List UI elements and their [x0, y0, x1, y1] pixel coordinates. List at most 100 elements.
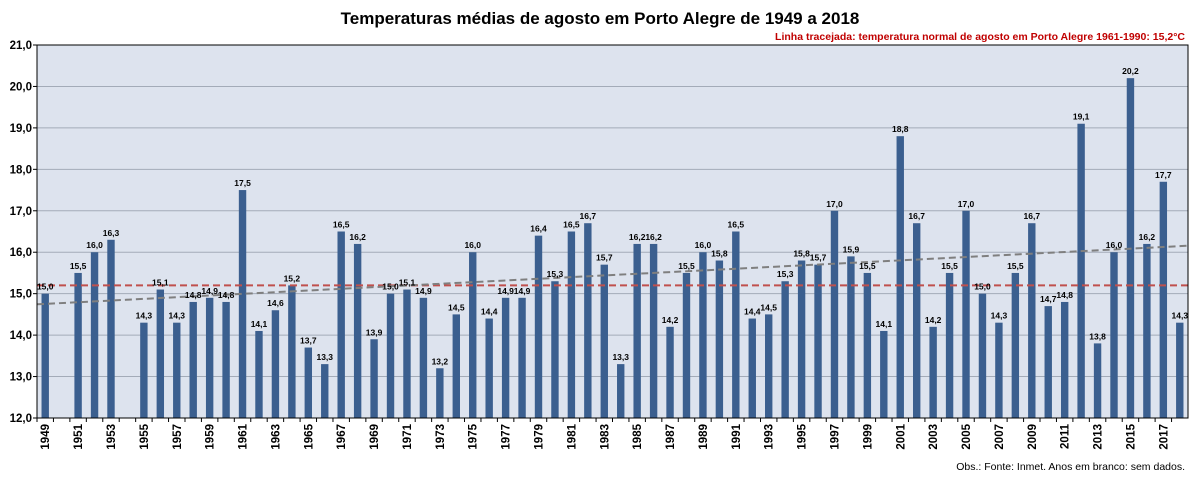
data-label-2016: 16,2	[1139, 232, 1156, 242]
bar-1956	[156, 289, 165, 418]
data-label-1979: 16,4	[530, 224, 547, 234]
bar-1997	[830, 210, 839, 418]
x-tick-label: 2017	[1158, 424, 1170, 450]
data-label-1997: 17,0	[826, 199, 843, 209]
bar-1957	[173, 322, 181, 418]
bar-1964	[288, 285, 296, 418]
data-label-2008: 15,5	[1007, 261, 1024, 271]
x-tick-label: 1961	[238, 423, 250, 449]
bar-1994	[781, 281, 789, 418]
y-tick-label: 17,0	[10, 206, 32, 218]
bar-1982	[584, 223, 592, 418]
data-label-1982: 16,7	[580, 211, 597, 221]
data-label-1988: 15,5	[678, 261, 695, 271]
data-label-1980: 15,3	[547, 269, 564, 279]
source-note: Obs.: Fonte: Inmet. Anos em branco: sem …	[956, 461, 1185, 473]
bar-2017	[1159, 181, 1168, 418]
bar-2005	[962, 210, 970, 418]
data-label-2001: 18,8	[892, 124, 909, 134]
data-label-1952: 16,0	[86, 240, 103, 250]
data-label-1999: 15,5	[859, 261, 876, 271]
bar-2006	[978, 293, 987, 418]
y-tick-label: 20,0	[10, 81, 32, 93]
x-tick-label: 1949	[40, 424, 52, 450]
bar-2007	[995, 322, 1003, 418]
bar-2009	[1028, 223, 1036, 418]
data-label-2009: 16,7	[1024, 211, 1041, 221]
data-label-1955: 14,3	[136, 311, 153, 321]
data-label-1964: 15,2	[284, 273, 301, 283]
x-tick-label: 1959	[205, 424, 217, 450]
data-label-1996: 15,7	[810, 253, 827, 263]
y-tick-label: 19,0	[10, 123, 32, 135]
y-tick-label: 21,0	[10, 40, 32, 52]
data-label-2012: 19,1	[1073, 112, 1090, 122]
bar-2000	[880, 330, 888, 418]
x-tick-label: 1957	[172, 424, 184, 450]
bar-1969	[370, 339, 378, 418]
x-tick-label: 2005	[961, 423, 973, 449]
bar-1996	[814, 264, 822, 418]
bar-1988	[682, 272, 691, 418]
x-tick-label: 1983	[599, 424, 611, 450]
y-tick-label: 12,0	[10, 413, 32, 425]
y-tick-label: 13,0	[10, 372, 32, 384]
bar-1967	[337, 231, 345, 418]
data-label-2004: 15,5	[941, 261, 958, 271]
bar-1979	[534, 235, 543, 418]
bar-1986	[649, 243, 658, 418]
x-tick-label: 1993	[764, 424, 776, 450]
x-tick-label: 2015	[1125, 423, 1137, 449]
x-tick-label: 2013	[1093, 424, 1105, 450]
data-label-2017: 17,7	[1155, 170, 1172, 180]
trend-line	[36, 244, 1189, 306]
data-label-1995: 15,8	[793, 249, 810, 259]
bar-1985	[633, 243, 641, 418]
bar-1952	[90, 252, 99, 418]
data-label-1973: 13,2	[432, 356, 449, 366]
data-label-1957: 14,3	[168, 311, 185, 321]
bar-2004	[945, 272, 954, 418]
bar-2002	[912, 223, 921, 418]
x-tick-label: 1951	[73, 423, 85, 449]
bar-2001	[896, 136, 904, 418]
data-label-1965: 13,7	[300, 336, 317, 346]
y-tick-label: 15,0	[10, 289, 32, 301]
bar-1992	[748, 318, 756, 418]
data-label-2010: 14,7	[1040, 294, 1057, 304]
data-label-2006: 15,0	[974, 282, 991, 292]
x-tick-label: 1963	[270, 424, 282, 450]
bar-1980	[551, 281, 559, 418]
x-tick-label: 1973	[435, 424, 447, 450]
bar-2008	[1011, 272, 1020, 418]
bar-1966	[321, 364, 329, 418]
data-label-1981: 16,5	[563, 220, 580, 230]
bar-1978	[518, 297, 526, 418]
y-tick-label: 18,0	[10, 164, 32, 176]
data-label-1956: 15,1	[152, 278, 169, 288]
bar-1983	[600, 264, 608, 418]
chart-title: Temperaturas médias de agosto em Porto A…	[341, 9, 860, 28]
x-tick-label: 1967	[336, 424, 348, 450]
data-label-1986: 16,2	[645, 232, 662, 242]
bar-2010	[1044, 306, 1052, 418]
data-label-1976: 14,4	[481, 307, 498, 317]
x-tick-label: 1997	[829, 424, 841, 450]
y-tick-label: 16,0	[10, 247, 32, 259]
x-tick-label: 2001	[895, 423, 907, 449]
bar-1991	[732, 231, 740, 418]
x-tick-label: 2007	[994, 424, 1006, 450]
bar-1963	[271, 310, 280, 418]
data-label-1967: 16,5	[333, 220, 350, 230]
data-label-1953: 16,3	[103, 228, 120, 238]
x-tick-label: 1965	[303, 423, 315, 449]
data-label-1989: 16,0	[695, 240, 712, 250]
data-label-1959: 14,9	[201, 286, 218, 296]
bar-1999	[863, 272, 872, 418]
x-tick-label: 1991	[731, 423, 743, 449]
x-tick-label: 1971	[402, 423, 414, 449]
bar-1971	[403, 289, 411, 418]
data-label-1971: 15,1	[399, 278, 416, 288]
data-label-1968: 16,2	[349, 232, 366, 242]
